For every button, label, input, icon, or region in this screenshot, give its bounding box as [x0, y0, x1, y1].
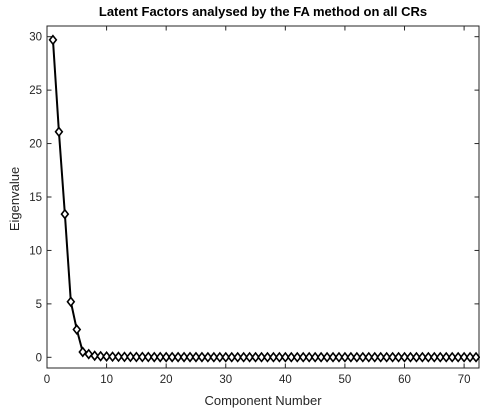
tick-labels: 0 10 20 30 40 50 60 70 0 5 10 15 20 25 30: [29, 32, 470, 386]
data-point-marker: [137, 351, 147, 363]
data-point-marker: [227, 351, 237, 363]
data-point-marker: [239, 351, 249, 363]
data-point-marker: [376, 351, 386, 363]
x-tick-label: 60: [398, 374, 411, 386]
data-point-marker: [429, 351, 439, 363]
data-point-marker: [310, 351, 320, 363]
data-point-marker: [394, 351, 403, 363]
data-point-marker: [334, 351, 344, 363]
y-tick-label: 20: [29, 139, 42, 151]
data-point-marker: [102, 350, 111, 362]
data-point-marker: [358, 351, 368, 363]
x-tick-label: 10: [100, 374, 113, 386]
data-point-marker: [316, 351, 326, 363]
data-point-marker: [221, 351, 231, 363]
data-point-marker: [114, 351, 123, 363]
data-point-marker: [185, 351, 195, 363]
data-point-marker: [84, 348, 94, 360]
data-point-marker: [459, 351, 469, 363]
chart-title: Latent Factors analysed by the FA method…: [99, 4, 427, 19]
data-point-marker: [60, 208, 70, 220]
data-point-marker: [471, 351, 480, 363]
data-point-marker: [322, 351, 332, 363]
data-point-marker: [435, 351, 445, 363]
x-tick-label: 50: [339, 374, 352, 386]
data-point-marker: [441, 351, 451, 363]
data-point-marker: [48, 34, 58, 46]
data-point-marker: [233, 351, 243, 363]
data-point-marker: [126, 351, 135, 363]
data-point-marker: [66, 296, 76, 308]
y-tick-label: 5: [36, 299, 42, 311]
data-point-marker: [108, 351, 117, 363]
data-point-marker: [72, 324, 82, 336]
data-point-marker: [167, 351, 177, 363]
data-point-marker: [400, 351, 409, 363]
data-point-marker: [423, 351, 433, 363]
data-point-marker: [120, 351, 129, 363]
data-point-marker: [90, 350, 100, 362]
data-point-marker: [215, 351, 225, 363]
data-point-marker: [251, 351, 260, 363]
data-point-marker: [412, 351, 421, 363]
data-point-marker: [406, 351, 415, 363]
data-point-marker: [179, 351, 189, 363]
data-point-marker: [155, 351, 165, 363]
data-point-marker: [304, 351, 314, 363]
data-point-marker: [161, 351, 171, 363]
x-tick-label: 0: [44, 374, 50, 386]
axis-ticks: [46, 26, 479, 368]
data-point-marker: [257, 351, 266, 363]
data-point-marker: [418, 351, 427, 363]
data-point-marker: [269, 351, 278, 363]
x-tick-label: 40: [279, 374, 292, 386]
data-point-marker: [286, 351, 296, 363]
data-point-marker: [203, 351, 213, 363]
data-point-marker: [364, 351, 374, 363]
series-layer: [48, 34, 480, 363]
x-tick-label: 70: [458, 374, 471, 386]
data-point-marker: [453, 351, 463, 363]
x-axis-label: Component Number: [204, 393, 322, 408]
data-point-marker: [346, 351, 356, 363]
data-point-marker: [298, 351, 308, 363]
data-point-marker: [328, 351, 338, 363]
data-point-marker: [245, 351, 254, 363]
x-tick-label: 30: [219, 374, 232, 386]
data-point-marker: [382, 351, 392, 363]
data-point-marker: [292, 351, 302, 363]
data-point-marker: [143, 351, 153, 363]
data-point-marker: [96, 350, 106, 362]
data-point-marker: [131, 351, 141, 363]
data-point-marker: [209, 351, 219, 363]
y-tick-label: 25: [29, 85, 42, 97]
data-point-marker: [280, 351, 290, 363]
data-point-marker: [191, 351, 201, 363]
data-point-marker: [54, 126, 64, 138]
y-tick-label: 15: [29, 192, 42, 204]
data-point-marker: [263, 351, 272, 363]
data-point-marker: [352, 351, 362, 363]
data-point-marker: [388, 351, 397, 363]
data-point-marker: [149, 351, 159, 363]
data-point-marker: [465, 351, 475, 363]
data-point-marker: [340, 351, 350, 363]
data-point-marker: [275, 351, 284, 363]
data-point-marker: [447, 351, 457, 363]
y-tick-label: 10: [29, 245, 42, 257]
series-line: [51, 39, 477, 359]
y-axis-label: Eigenvalue: [7, 167, 22, 231]
y-tick-label: 0: [36, 352, 42, 364]
data-point-marker: [370, 351, 380, 363]
x-tick-label: 20: [160, 374, 173, 386]
y-tick-label: 30: [29, 32, 42, 44]
plot-frame: [46, 25, 480, 369]
data-point-marker: [173, 351, 183, 363]
data-point-marker: [197, 351, 207, 363]
